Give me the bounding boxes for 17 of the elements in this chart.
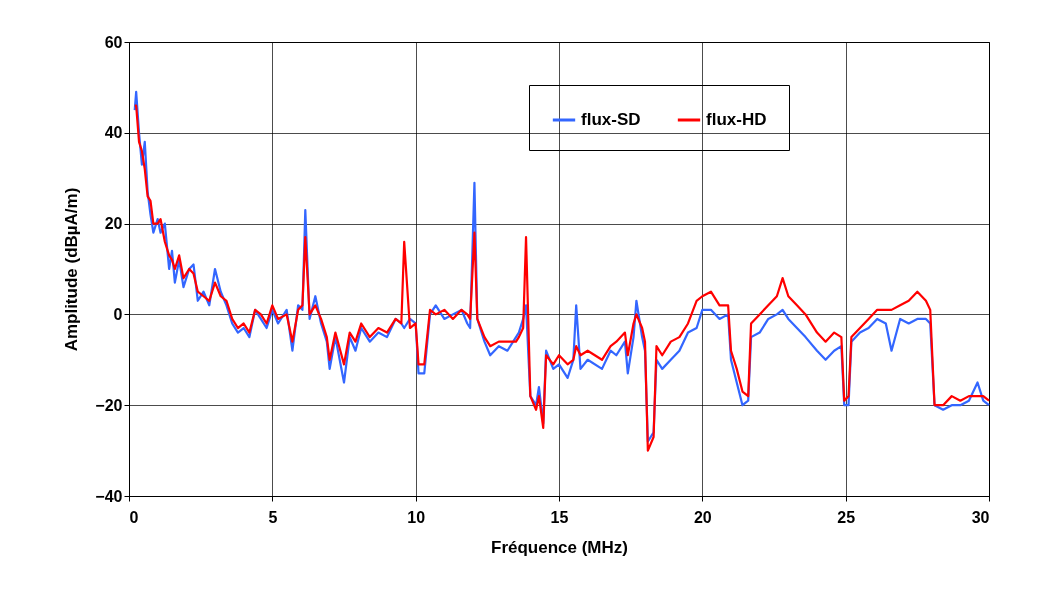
x-tick-label: 25 <box>837 508 856 526</box>
x-tick-label: 10 <box>407 508 426 526</box>
y-tick-label: 20 <box>104 215 123 233</box>
x-axis-title: Fréquence (MHz) <box>491 537 628 557</box>
y-tick-label: −40 <box>95 487 123 505</box>
legend-label: flux-SD <box>581 110 641 129</box>
x-tick-label: 15 <box>550 508 569 526</box>
legend-label: flux-HD <box>706 110 767 129</box>
x-tick-label: 5 <box>268 508 278 526</box>
x-tick-label: 20 <box>693 508 712 526</box>
y-tick-label: −20 <box>95 396 123 414</box>
x-tick-label: 0 <box>129 508 139 526</box>
x-tick-label: 30 <box>971 508 990 526</box>
y-tick-label: 0 <box>113 305 123 323</box>
y-axis-title: Amplitude (dBµA/m) <box>62 187 82 352</box>
y-tick-label: 40 <box>104 124 123 142</box>
y-tick-label: 60 <box>104 33 123 51</box>
